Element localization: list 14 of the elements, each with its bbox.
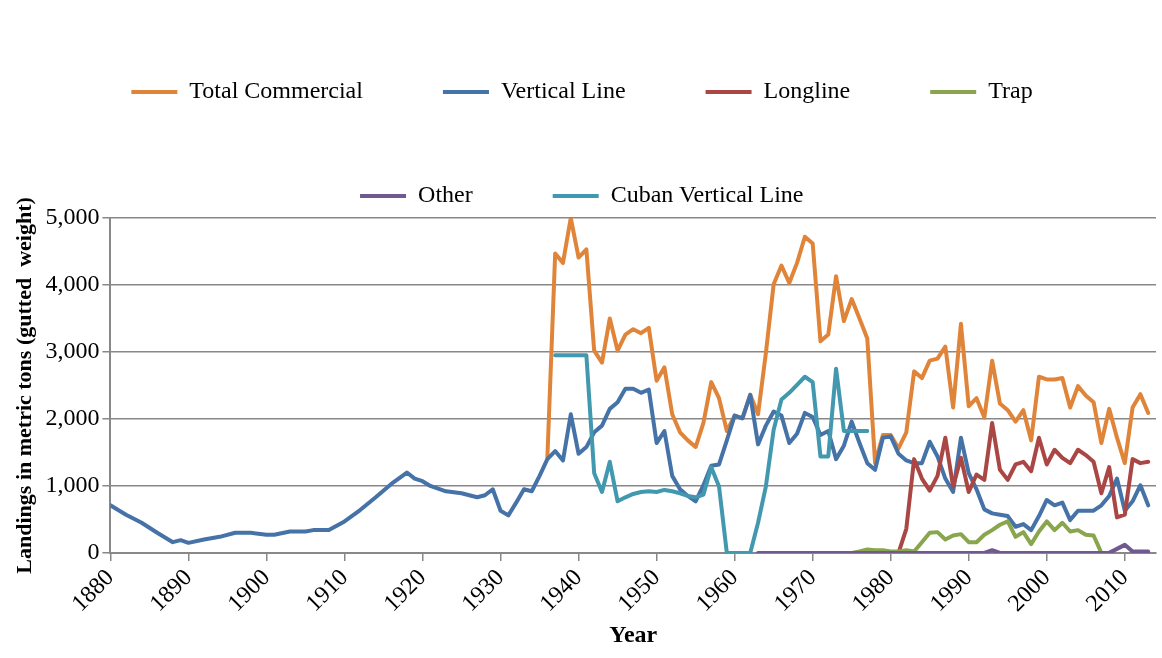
y-tick-label: 2,000 bbox=[45, 404, 100, 431]
legend-label: Cuban Vertical Line bbox=[610, 181, 804, 208]
y-tick-label: 1,000 bbox=[45, 471, 100, 498]
legend-label: Trap bbox=[988, 77, 1033, 104]
x-axis-title: Year bbox=[609, 620, 658, 647]
legend-label: Longline bbox=[763, 77, 851, 104]
legend-label: Vertical Line bbox=[500, 77, 626, 104]
legend-label: Total Commercial bbox=[189, 77, 364, 104]
y-tick-label: 0 bbox=[87, 538, 100, 565]
y-tick-label: 4,000 bbox=[45, 270, 100, 297]
legend-label: Other bbox=[418, 181, 473, 208]
y-axis-title: Landings in metric tons (gutted weight) bbox=[10, 197, 36, 574]
y-tick-label: 5,000 bbox=[45, 203, 100, 230]
y-tick-label: 3,000 bbox=[45, 337, 100, 364]
